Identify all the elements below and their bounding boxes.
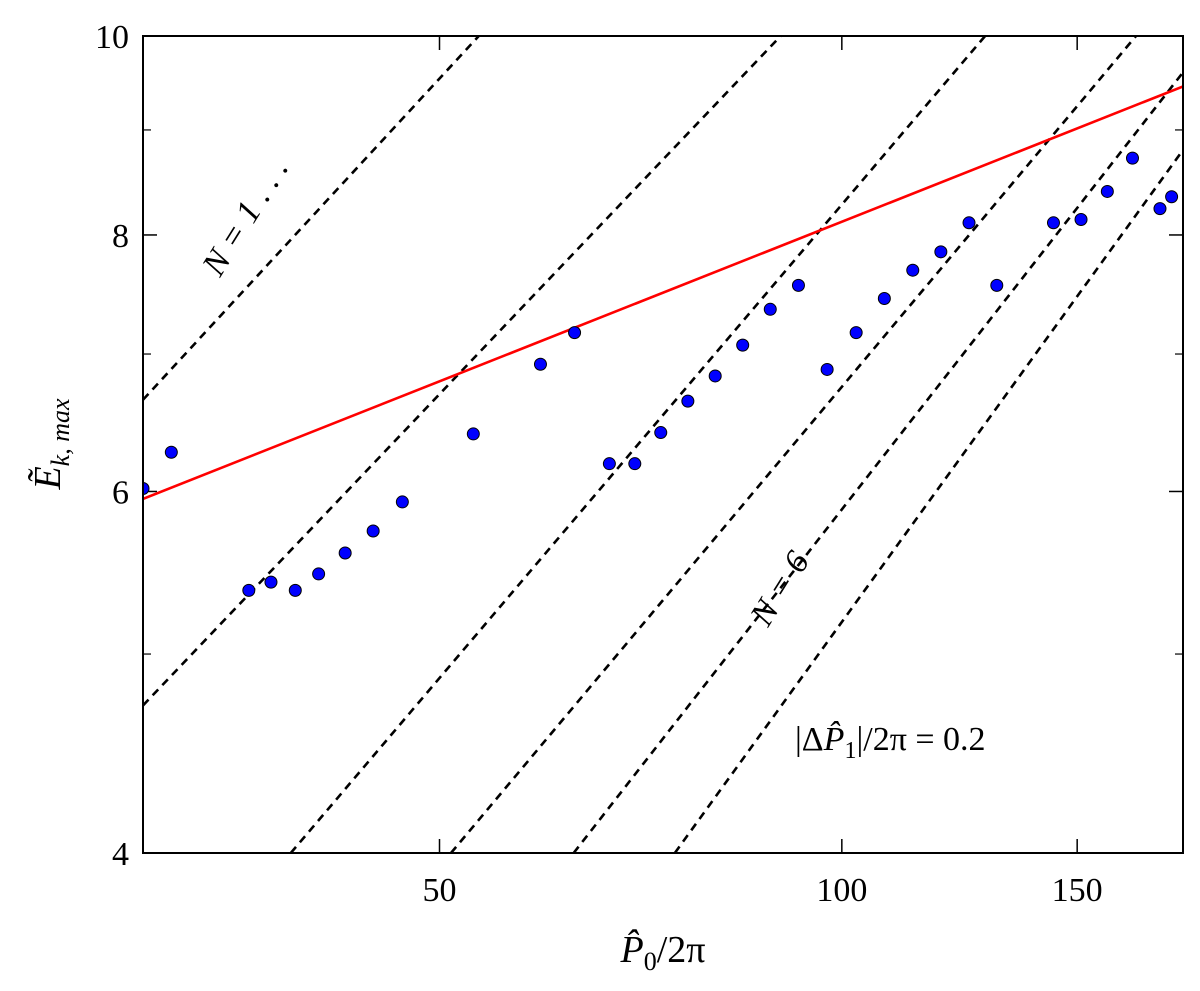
x-tick-labels: 50 100 150 <box>423 872 1103 909</box>
annotation-delta-prefix: |Δ <box>795 721 824 758</box>
annotation-delta-sub: 1 <box>844 738 856 764</box>
data-point-17 <box>736 338 750 352</box>
y-tick-label-2: 8 <box>112 218 129 255</box>
data-point-22 <box>877 291 891 305</box>
data-point-11 <box>568 326 582 340</box>
data-point-33 <box>1185 161 1197 173</box>
data-point-1 <box>164 445 178 459</box>
dashed-line-n-3 <box>289 36 987 853</box>
y-tick-label-1: 6 <box>112 474 129 511</box>
data-point-4 <box>288 583 302 597</box>
data-point-15 <box>681 394 695 408</box>
dashed-line-n-2 <box>143 36 782 707</box>
data-point-6 <box>338 546 352 560</box>
data-point-25 <box>962 216 976 230</box>
data-point-9 <box>466 427 480 441</box>
annotation-delta-main: P̂ <box>823 720 845 758</box>
annotation-n-last: N = 6 <box>743 545 817 633</box>
dashed-line-n-6 <box>673 149 1183 853</box>
y-tick-label-0: 4 <box>112 836 129 873</box>
y-tick-label-3: 10 <box>95 19 129 56</box>
dashed-lines-group <box>143 36 1183 853</box>
annotation-delta-rest: |/2π = 0.2 <box>856 721 985 758</box>
data-point-31 <box>1153 202 1167 216</box>
data-point-7 <box>366 524 380 538</box>
data-point-29 <box>1100 184 1114 198</box>
data-point-28 <box>1074 212 1088 226</box>
data-point-26 <box>990 278 1004 292</box>
data-point-12 <box>602 457 616 471</box>
data-point-16 <box>708 369 722 383</box>
data-point-27 <box>1046 216 1060 230</box>
data-point-8 <box>395 495 409 509</box>
data-point-14 <box>654 426 668 440</box>
dashed-line-n-4 <box>449 36 1137 853</box>
data-point-19 <box>791 278 805 292</box>
data-point-2 <box>242 583 256 597</box>
x-axis-title-main: P̂ <box>620 929 644 971</box>
data-point-5 <box>312 567 326 581</box>
x-axis-title-rest: /2π <box>657 929 706 971</box>
x-axis-title-sub: 0 <box>644 947 657 976</box>
data-point-3 <box>264 575 278 589</box>
fit-line <box>143 85 1183 501</box>
dashed-line-n-5 <box>572 71 1183 853</box>
dashed-line-n-1 <box>143 36 480 401</box>
data-point-32 <box>1165 190 1179 204</box>
annotation-delta: |ΔP̂1|/2π = 0.2 <box>795 720 986 764</box>
y-tick-labels: 4 6 8 10 <box>95 19 129 873</box>
annotation-n-first: N = 1 . . . <box>195 152 296 283</box>
data-point-10 <box>533 357 547 371</box>
x-tick-label-0: 50 <box>423 872 457 909</box>
x-tick-label-1: 100 <box>816 872 867 909</box>
data-point-0 <box>143 482 150 496</box>
data-point-18 <box>763 302 777 316</box>
data-point-30 <box>1125 151 1139 165</box>
data-point-13 <box>628 457 642 471</box>
axis-ticks <box>143 35 1183 854</box>
y-axis-title-sub: k, max <box>46 398 75 466</box>
y-axis-title: Ẽk, max <box>27 398 75 491</box>
plot-frame <box>142 35 1184 854</box>
data-point-23 <box>906 263 920 277</box>
y-axis-title-main: Ẽ <box>27 466 69 490</box>
scatter-points <box>143 151 1197 597</box>
x-axis-title: P̂0/2π <box>620 929 706 976</box>
data-point-21 <box>849 326 863 340</box>
x-tick-label-2: 150 <box>1052 872 1103 909</box>
data-point-20 <box>820 362 834 376</box>
data-point-24 <box>934 245 948 259</box>
